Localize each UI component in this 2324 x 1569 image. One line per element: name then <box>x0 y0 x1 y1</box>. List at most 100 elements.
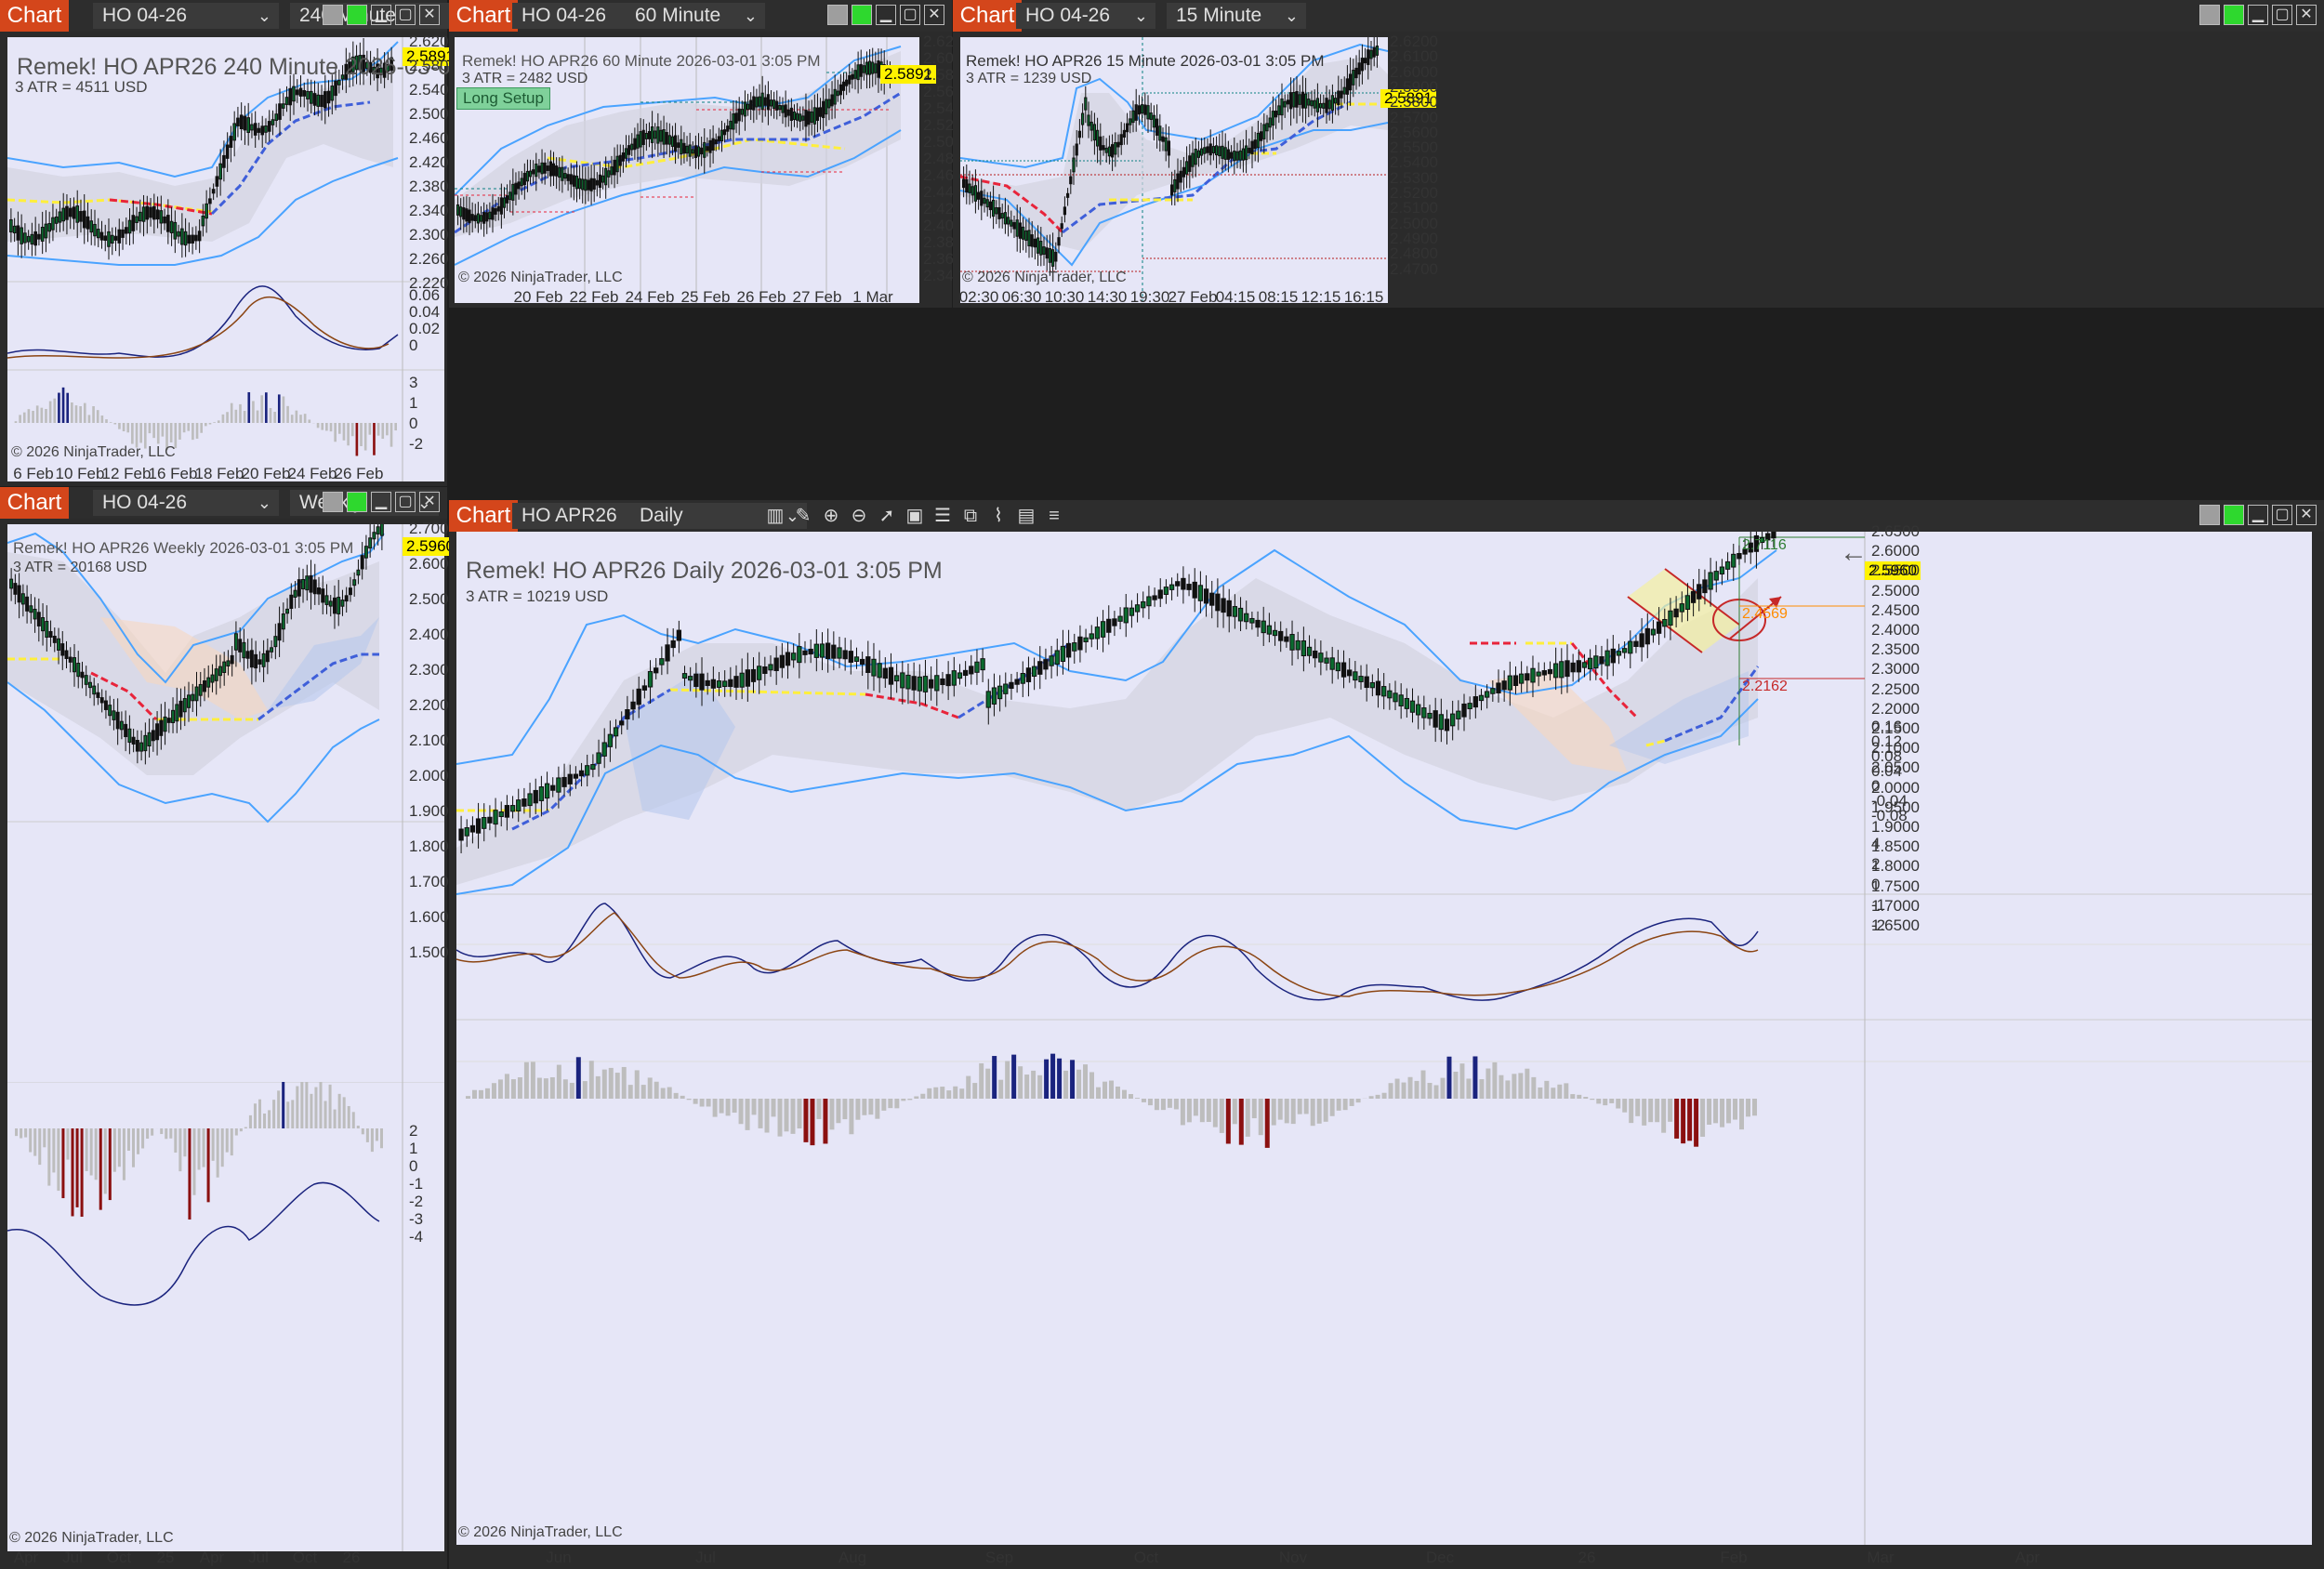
indicator-tick: -2 <box>1871 916 1886 934</box>
copyright: © 2026 NinjaTrader, LLC <box>458 1524 623 1540</box>
indicator-tick: 0.06 <box>409 286 441 304</box>
indicator-tick: 1 <box>409 1140 418 1157</box>
chart-tab[interactable]: Chart <box>0 487 69 519</box>
chart-tab[interactable]: Chart <box>0 0 69 32</box>
draw-tool-icon[interactable]: ✎ <box>795 506 812 526</box>
indicator-tick: 0.04 <box>1871 762 1903 780</box>
price-tick: 2.4600 <box>409 129 457 147</box>
maximize-icon[interactable]: ▢ <box>2272 5 2292 25</box>
chart-title: Remek! HO APR26 Daily 2026-03-01 3:05 PM <box>466 558 943 584</box>
close-icon[interactable]: ✕ <box>924 5 944 25</box>
time-tick: 26 Feb <box>334 465 384 482</box>
interval-selector[interactable]: Daily ⌄ <box>630 503 807 529</box>
minimize-icon[interactable]: ▁ <box>2248 5 2268 25</box>
close-icon[interactable]: ✕ <box>2296 505 2317 525</box>
price-tick: 1.6500 <box>1871 916 1920 934</box>
price-tick: 2.1500 <box>1871 719 1920 737</box>
gray-square-icon[interactable] <box>2199 505 2220 525</box>
bars-type-icon[interactable]: ▥ <box>766 506 785 526</box>
time-tick: Apr <box>2014 1549 2040 1566</box>
time-tick: 18 Feb <box>194 465 244 482</box>
minimize-icon[interactable]: ▁ <box>876 5 896 25</box>
instrument-selector[interactable]: HO 04-26 ⌄ <box>1016 3 1155 29</box>
chart-panel[interactable]: Remek! HO APR26 Daily 2026-03-01 3:05 PM… <box>456 532 2312 1545</box>
templates-icon[interactable]: ▤ <box>1017 506 1036 526</box>
histogram-panel[interactable]: © 2026 NinjaTrader, LLC <box>7 1082 444 1551</box>
indicator-tick: 0 <box>1871 777 1881 795</box>
price-tick: 2.2200 <box>409 274 457 292</box>
time-tick: Mar <box>1867 1549 1895 1566</box>
interval-selector[interactable]: 15 Minute ⌄ <box>1167 3 1306 29</box>
link-status-icon[interactable] <box>2224 5 2244 25</box>
atr-label: 3 ATR = 2482 USD <box>462 71 588 86</box>
interval-selector[interactable]: 60 Minute ⌄ <box>626 3 765 29</box>
atr-label: 3 ATR = 20168 USD <box>13 560 148 575</box>
time-tick: Apr <box>13 1549 39 1566</box>
properties-icon[interactable]: ☰ <box>934 506 951 526</box>
data-box-icon[interactable]: ▣ <box>905 506 924 526</box>
chart-panel[interactable]: Remek! HO APR26 Weekly 2026-03-01 3:05 P… <box>7 524 458 1082</box>
time-tick: 10 Feb <box>55 465 105 482</box>
link-status-icon[interactable] <box>2224 505 2244 525</box>
gray-square-icon[interactable] <box>827 5 848 25</box>
instrument-selector[interactable]: HO 04-26 ⌄ <box>93 490 279 516</box>
chart-tab[interactable]: Chart <box>449 500 518 532</box>
strategies-icon[interactable]: ⧉ <box>963 506 978 526</box>
last-price-marker: 2.5891 <box>403 47 458 66</box>
chart-area <box>456 532 2312 1545</box>
upper-band <box>455 46 902 196</box>
minimize-icon[interactable]: ▁ <box>371 5 391 25</box>
price-tick: 2.4900 <box>1390 229 1438 247</box>
price-tick: 1.8000 <box>409 837 457 855</box>
zoom-in-icon[interactable]: ⊕ <box>823 506 839 526</box>
price-tick: 2.3400 <box>409 202 457 219</box>
back-arrow-icon[interactable]: ← <box>1840 537 1868 568</box>
time-tick: Oct <box>1133 1549 1159 1566</box>
list-icon[interactable]: ≡ <box>1049 506 1060 526</box>
price-tick: 2.5300 <box>1390 168 1438 187</box>
chart-panel[interactable]: Remek! HO APR26 240 Minute 2026-03-01 3:… <box>7 37 557 481</box>
gray-square-icon[interactable] <box>323 492 343 512</box>
instrument-selector[interactable]: HO 04-26 ⌄ <box>93 3 279 29</box>
time-tick: Nov <box>1278 1549 1308 1566</box>
zoom-out-icon[interactable]: ⊖ <box>851 506 867 526</box>
copyright: © 2026 NinjaTrader, LLC <box>458 270 623 285</box>
indicator-tick: -1 <box>1871 896 1886 914</box>
close-icon[interactable]: ✕ <box>419 5 440 25</box>
price-tick: 1.7000 <box>409 873 457 890</box>
gray-square-icon[interactable] <box>2199 5 2220 25</box>
interval-value: 60 Minute <box>635 5 721 26</box>
minimize-icon[interactable]: ▁ <box>2248 505 2268 525</box>
price-tick: 2.6000 <box>1390 62 1438 81</box>
interval-value: 15 Minute <box>1176 5 1262 26</box>
close-icon[interactable]: ✕ <box>419 492 440 512</box>
pointer-icon[interactable]: ➚ <box>878 506 895 526</box>
indicators-icon[interactable]: ⌇ <box>994 506 1003 526</box>
time-axis: Jun Jul Aug Sep Oct Nov Dec 26 Feb Mar Apr <box>456 1549 2312 1567</box>
indicator-tick: 0.08 <box>1871 747 1903 765</box>
chart-panel[interactable]: Remek! HO APR26 60 Minute 2026-03-01 3:0… <box>455 37 936 303</box>
copyright: © 2026 NinjaTrader, LLC <box>962 270 1127 285</box>
price-tick: 1.5000 <box>409 943 457 961</box>
chart-tab[interactable]: Chart <box>449 0 518 32</box>
maximize-icon[interactable]: ▢ <box>2272 505 2292 525</box>
maximize-icon[interactable]: ▢ <box>395 5 416 25</box>
close-icon[interactable]: ✕ <box>2296 5 2317 25</box>
maximize-icon[interactable]: ▢ <box>395 492 416 512</box>
long-setup-badge: Long Setup <box>456 87 550 110</box>
price-tick: 2.5400 <box>409 81 457 99</box>
time-tick: 22 Feb <box>569 288 619 306</box>
link-status-icon[interactable] <box>852 5 872 25</box>
candles <box>961 37 1380 279</box>
minimize-icon[interactable]: ▁ <box>371 492 391 512</box>
chart-area <box>7 524 444 1082</box>
price-tick: 1.7500 <box>1871 877 1920 895</box>
chart-tab[interactable]: Chart <box>953 0 1022 32</box>
gray-square-icon[interactable] <box>323 5 343 25</box>
link-status-icon[interactable] <box>347 5 367 25</box>
chart-panel[interactable]: Remek! HO APR26 15 Minute 2026-03-01 3:0… <box>960 37 1436 303</box>
maximize-icon[interactable]: ▢ <box>900 5 920 25</box>
time-tick: 16:15 <box>1343 288 1384 306</box>
time-tick: Apr <box>199 1549 225 1566</box>
link-status-icon[interactable] <box>347 492 367 512</box>
